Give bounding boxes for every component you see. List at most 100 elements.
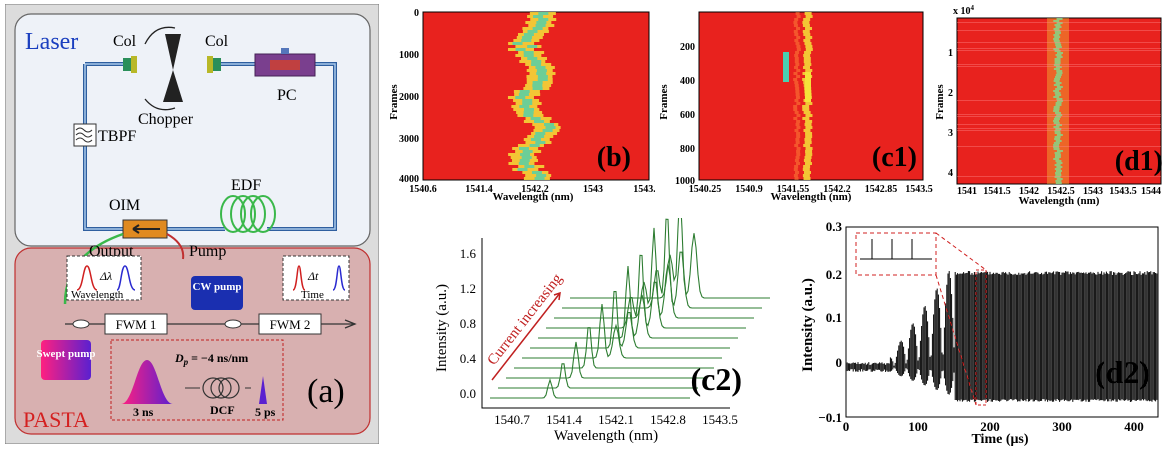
- ytick: 0.1: [826, 310, 842, 325]
- xtick: 1542: [1019, 186, 1039, 197]
- heatmap-cell: [796, 135, 801, 138]
- heatmap-cell: [520, 153, 531, 156]
- heatmap-cell: [957, 146, 1161, 147]
- heatmap-cell: [1056, 166, 1063, 168]
- fwm2-label: FWM 2: [270, 317, 311, 332]
- heatmap-cell: [796, 15, 801, 18]
- heatmap-cell: [795, 87, 800, 90]
- heatmap-cell: [1056, 162, 1063, 164]
- heatmap-cell: [1047, 164, 1069, 166]
- heatmap-cell: [805, 114, 813, 117]
- heatmap-cell: [1047, 18, 1069, 20]
- heatmap-cell: [805, 69, 813, 72]
- heatmap-cell: [1055, 74, 1062, 76]
- heatmap-cell: [1055, 128, 1062, 130]
- panel-d1-scale: x 104: [953, 4, 975, 17]
- heatmap-cell: [523, 114, 534, 117]
- heatmap-cell: [1054, 24, 1061, 26]
- heatmap-cell: [1054, 60, 1061, 62]
- heatmap-cell: [1047, 36, 1069, 38]
- heatmap-cell: [796, 147, 801, 150]
- time-inset: [282, 255, 350, 301]
- heatmap-cell: [803, 60, 811, 63]
- pc-knob: [281, 48, 289, 54]
- heatmap-cell: [1047, 172, 1069, 174]
- heatmap-cell: [793, 117, 798, 120]
- heatmap-cell: [957, 64, 1161, 65]
- chopper-label: Chopper: [138, 111, 194, 128]
- heatmap-cell: [1054, 78, 1061, 80]
- panel-c2-ylabel: Intensity (a.u.): [434, 284, 450, 372]
- heatmap-cell: [957, 42, 1161, 43]
- heatmap-cell: [1047, 116, 1069, 118]
- heatmap-cell: [802, 108, 810, 111]
- heatmap-cell: [804, 162, 812, 165]
- heatmap-cell: [522, 150, 533, 153]
- heatmap-cell: [1047, 136, 1069, 138]
- heatmap-cell: [1047, 142, 1069, 144]
- heatmap-cell: [1047, 158, 1069, 160]
- heatmap-cell: [1055, 160, 1062, 162]
- heatmap-cell: [536, 72, 547, 75]
- panel-d2-yticks: 0.3 0.2 0.1 0 −0.1: [818, 219, 842, 425]
- heatmap-cell: [1047, 42, 1069, 44]
- heatmap-cell: [1047, 20, 1069, 22]
- dp-symbol: Dp = −4 ns/nm: [174, 351, 248, 367]
- heatmap-cell: [521, 39, 532, 42]
- heatmap-cell: [957, 100, 1161, 101]
- xtick: 1541: [957, 186, 977, 197]
- heatmap-cell: [957, 114, 1161, 115]
- ytick: 0.0: [460, 386, 476, 401]
- c2-trace-line: [570, 189, 770, 299]
- c2-traces: [490, 189, 770, 399]
- heatmap-cell: [1047, 24, 1069, 26]
- heatmap-cell: [1047, 58, 1069, 60]
- heatmap-cell: [1047, 66, 1069, 68]
- heatmap-cell: [794, 177, 799, 180]
- heatmap-cell: [1047, 102, 1069, 104]
- heatmap-cell: [1047, 156, 1069, 158]
- panel-d1: x 104 (d1) Frames Wavelength (nm) 1 2 3 …: [934, 2, 1165, 212]
- heatmap-cell: [803, 39, 811, 42]
- heatmap-cell: [805, 27, 813, 30]
- heatmap-cell: [804, 123, 812, 126]
- heatmap-cell: [1055, 76, 1062, 78]
- col-left-label: Col: [113, 33, 137, 50]
- heatmap-cell: [802, 24, 810, 27]
- heatmap-cell: [527, 57, 538, 60]
- heatmap-cell: [802, 174, 810, 177]
- heatmap-cell: [1056, 72, 1063, 74]
- c2-trace-line: [514, 327, 714, 369]
- pc-core: [270, 60, 300, 70]
- coupler-2-icon: [224, 319, 242, 329]
- heatmap-cell: [1047, 46, 1069, 48]
- xtick: 1541.5: [983, 186, 1011, 197]
- heatmap-cell: [1047, 146, 1069, 148]
- panel-c1-xlabel: Wavelength (nm): [771, 191, 852, 203]
- heatmap-cell: [1047, 154, 1069, 156]
- heatmap-cell: [519, 159, 530, 162]
- heatmap-cell: [531, 63, 542, 66]
- heatmap-cell: [1055, 94, 1062, 96]
- xtick: 1544: [1141, 186, 1161, 197]
- heatmap-cell: [1047, 112, 1069, 114]
- dispersion-inset: [110, 339, 284, 421]
- heatmap-cell: [793, 168, 798, 171]
- heatmap-cell: [536, 21, 547, 24]
- heatmap-cell: [544, 123, 555, 126]
- heatmap-cell: [1047, 178, 1069, 180]
- tbpf-label: TBPF: [98, 128, 136, 145]
- heatmap-cell: [1047, 28, 1069, 30]
- heatmap-cell: [1047, 52, 1069, 54]
- heatmap-cell: [1047, 22, 1069, 24]
- heatmap-cell: [957, 50, 1161, 51]
- panel-d1-ylabel: Frames: [935, 84, 946, 120]
- fiber-ring-core: [84, 63, 336, 230]
- xtick: 1540.25: [689, 184, 722, 195]
- cw-pump-label: CW pump: [192, 281, 241, 293]
- heatmap-cell: [1054, 168, 1061, 170]
- heatmap-cell: [793, 30, 798, 33]
- ytick: 3000: [399, 134, 419, 145]
- heatmap-cell: [1056, 22, 1063, 24]
- dcf-label: DCF: [210, 403, 235, 417]
